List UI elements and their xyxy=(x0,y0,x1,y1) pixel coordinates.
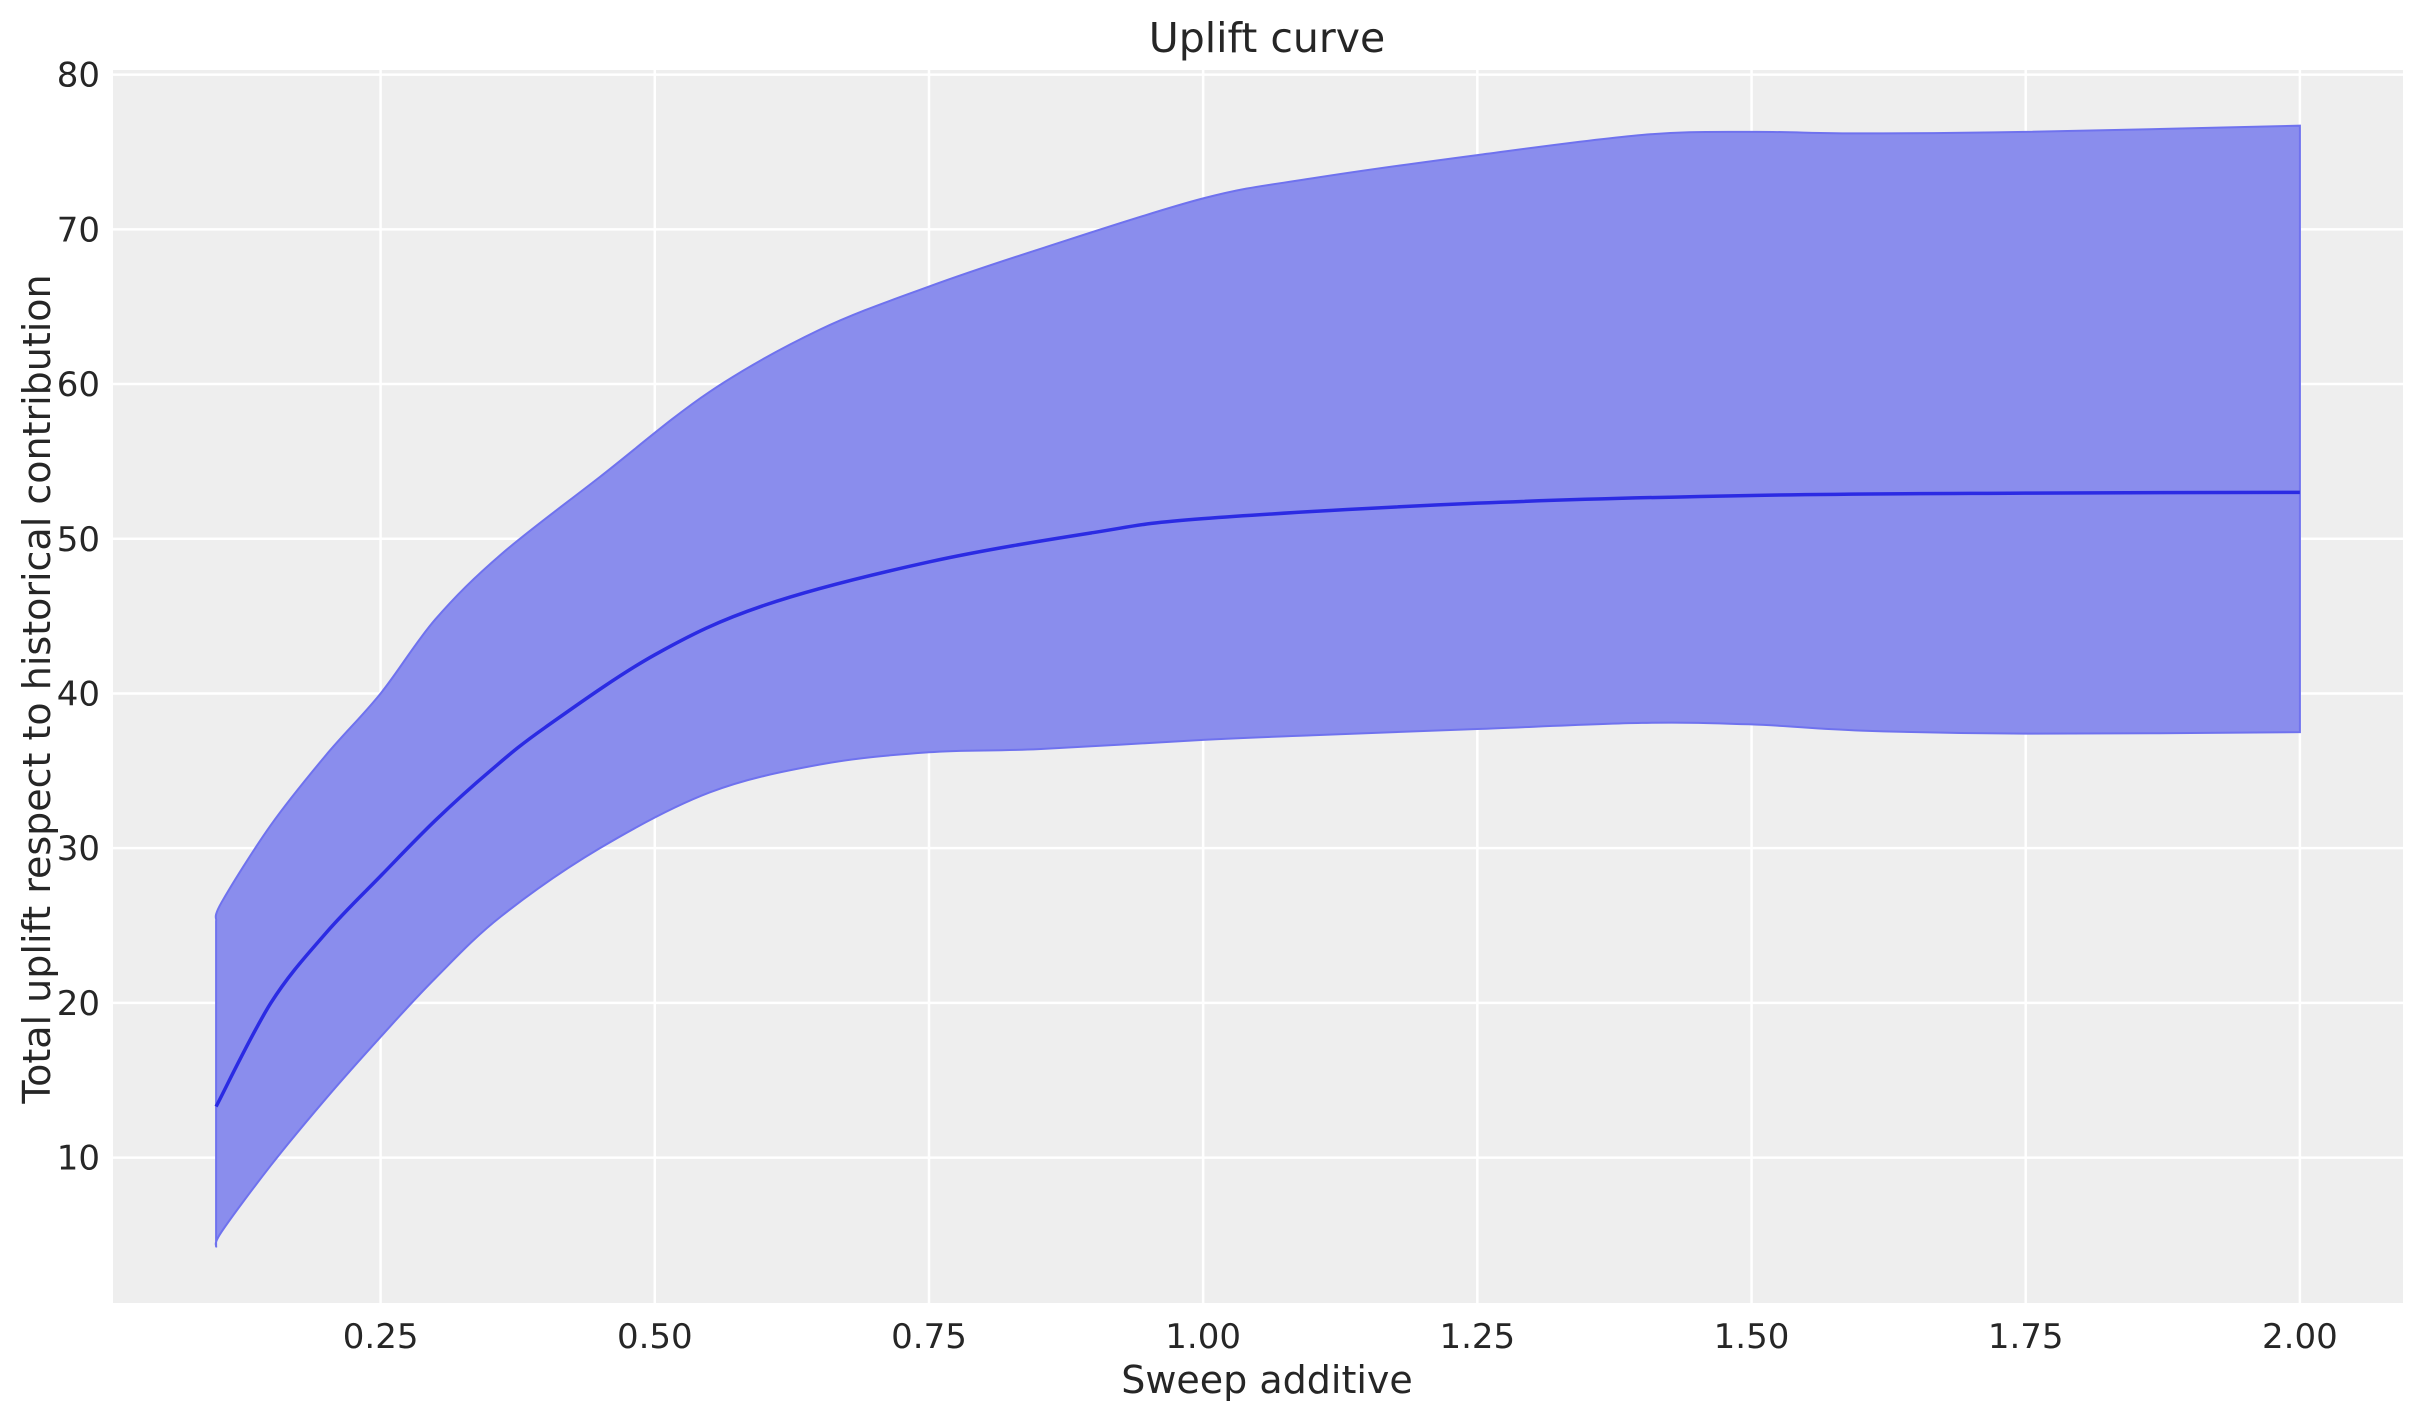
x-tick-label: 1.00 xyxy=(1165,1317,1241,1357)
x-axis-label: Sweep additive xyxy=(1121,1358,1413,1402)
x-tick-label: 0.25 xyxy=(343,1317,419,1357)
y-tick-label: 60 xyxy=(57,365,100,405)
x-tick-label: 1.75 xyxy=(1988,1317,2064,1357)
x-tick-label: 1.50 xyxy=(1714,1317,1790,1357)
x-axis-ticks: 0.25 0.50 0.75 1.00 1.25 1.50 1.75 2.00 xyxy=(343,1317,2338,1357)
credible-interval-band xyxy=(214,124,2301,1248)
y-tick-label: 50 xyxy=(57,520,100,560)
y-axis-ticks: 10 20 30 40 50 60 70 80 xyxy=(57,56,100,1179)
x-tick-label: 2.00 xyxy=(2262,1317,2338,1357)
y-tick-label: 40 xyxy=(57,674,100,714)
y-tick-label: 20 xyxy=(57,984,100,1024)
y-tick-label: 30 xyxy=(57,829,100,869)
y-tick-label: 70 xyxy=(57,210,100,250)
x-tick-label: 1.25 xyxy=(1439,1317,1515,1357)
y-tick-label: 10 xyxy=(57,1139,100,1179)
chart-title: Uplift curve xyxy=(1149,14,1386,62)
x-tick-label: 0.50 xyxy=(617,1317,693,1357)
mean-uplift-line xyxy=(214,490,2300,1108)
x-tick-label: 0.75 xyxy=(891,1317,967,1357)
y-axis-label: Total uplift respect to historical contr… xyxy=(15,274,59,1104)
y-tick-label: 80 xyxy=(57,56,100,96)
